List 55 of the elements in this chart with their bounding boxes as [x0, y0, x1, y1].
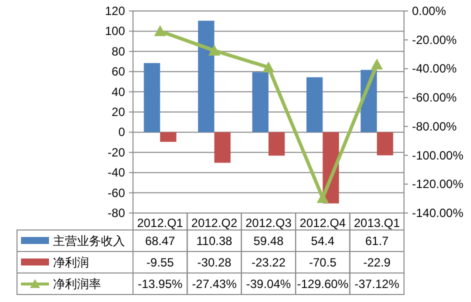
data-label: -129.60% [297, 277, 349, 291]
y-tick-label: 100 [104, 24, 126, 38]
bar [214, 132, 231, 163]
y-tick-label: 80 [112, 44, 126, 58]
point [154, 25, 166, 36]
bar [252, 72, 268, 132]
data-label: -23.22 [251, 256, 286, 270]
y-tick-label: 40 [112, 84, 126, 99]
legend-label: 净利润 [53, 256, 89, 270]
data-label: 61.7 [365, 234, 389, 248]
bar [306, 77, 323, 132]
bar [198, 20, 214, 132]
y-tick-label: 0 [118, 125, 126, 140]
y-tick-label: 120 [104, 4, 126, 18]
data-label: -39.04% [246, 277, 292, 291]
y2-tick-label: -100.00% [412, 148, 464, 162]
data-label: -70.5 [309, 256, 337, 270]
legend-label: 净利润率 [53, 277, 101, 291]
data-label: -30.28 [197, 256, 232, 270]
bar [160, 132, 176, 142]
bar [144, 63, 160, 132]
y2-tick-label: -20.00% [412, 32, 458, 47]
data-label: 68.47 [145, 234, 176, 248]
y2-tick-label: -80.00% [412, 119, 458, 134]
data-label: 110.38 [196, 234, 233, 248]
point [370, 58, 383, 70]
y-tick-label: -80 [108, 206, 126, 220]
y-tick-label: -60 [108, 186, 126, 200]
y2-tick-label: -120.00% [412, 177, 464, 192]
x-tick-label: 2012.Q2 [191, 216, 238, 230]
x-tick-label: 2012.Q1 [137, 216, 184, 230]
data-label: 59.48 [253, 234, 284, 248]
x-tick-label: 2012.Q4 [300, 216, 346, 230]
y2-tick-label: -140.00% [412, 206, 464, 220]
x-tick-label: 2013.Q1 [354, 216, 400, 230]
data-label: -13.95% [138, 277, 183, 291]
y-tick-label: -40 [108, 166, 126, 180]
point [262, 61, 274, 72]
data-label: -37.12% [354, 277, 400, 291]
point [208, 44, 220, 56]
y2-tick-label: -40.00% [412, 62, 458, 76]
y-tick-label: 60 [112, 64, 126, 79]
data-label: -9.55 [146, 256, 174, 270]
y-tick-label: 20 [112, 105, 126, 119]
y2-tick-label: 0.00% [412, 4, 446, 18]
data-label: 54.4 [311, 234, 335, 248]
x-tick-label: 2012.Q3 [245, 216, 292, 230]
legend-label: 主营业务收入 [53, 234, 125, 248]
bar [268, 132, 285, 156]
y-tick-label: -20 [108, 145, 126, 160]
bar [376, 132, 394, 156]
data-label: -22.9 [363, 256, 391, 270]
point [316, 192, 329, 203]
y2-tick-label: -60.00% [412, 90, 458, 105]
data-label: -27.43% [192, 277, 237, 291]
